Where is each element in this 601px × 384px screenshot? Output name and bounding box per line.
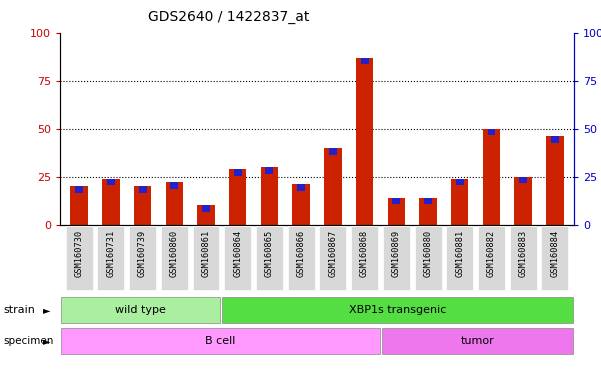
Text: GDS2640 / 1422837_at: GDS2640 / 1422837_at xyxy=(148,10,309,23)
FancyBboxPatch shape xyxy=(256,226,283,291)
Text: ►: ► xyxy=(43,336,50,346)
Text: GSM160884: GSM160884 xyxy=(551,229,560,276)
Bar xyxy=(165,182,183,225)
Text: tumor: tumor xyxy=(461,336,495,346)
FancyBboxPatch shape xyxy=(351,226,378,291)
Text: GSM160867: GSM160867 xyxy=(328,229,337,276)
Bar xyxy=(456,179,464,185)
Bar xyxy=(297,184,305,191)
FancyBboxPatch shape xyxy=(61,297,220,323)
Text: GSM160869: GSM160869 xyxy=(392,229,401,276)
FancyBboxPatch shape xyxy=(447,226,473,291)
Text: GSM160868: GSM160868 xyxy=(360,229,369,276)
Bar xyxy=(329,148,337,155)
FancyBboxPatch shape xyxy=(383,226,410,291)
FancyBboxPatch shape xyxy=(222,297,573,323)
FancyBboxPatch shape xyxy=(382,328,573,354)
Text: GSM160866: GSM160866 xyxy=(297,229,306,276)
FancyBboxPatch shape xyxy=(97,226,124,291)
Bar xyxy=(519,177,527,184)
FancyBboxPatch shape xyxy=(288,226,315,291)
Text: GSM160860: GSM160860 xyxy=(170,229,178,276)
Bar xyxy=(107,179,115,185)
Bar xyxy=(392,198,400,205)
FancyBboxPatch shape xyxy=(129,226,156,291)
Bar xyxy=(170,182,178,189)
Text: GSM160731: GSM160731 xyxy=(106,229,115,276)
Text: ■: ■ xyxy=(60,383,72,384)
Bar xyxy=(356,58,373,225)
FancyBboxPatch shape xyxy=(161,226,188,291)
FancyBboxPatch shape xyxy=(510,226,537,291)
Bar xyxy=(361,58,368,65)
FancyBboxPatch shape xyxy=(478,226,505,291)
Text: GSM160730: GSM160730 xyxy=(75,229,84,276)
Text: strain: strain xyxy=(3,305,35,315)
Bar xyxy=(266,167,273,174)
Bar xyxy=(102,179,120,225)
Bar xyxy=(419,198,437,225)
FancyBboxPatch shape xyxy=(192,226,219,291)
Text: GSM160882: GSM160882 xyxy=(487,229,496,276)
FancyBboxPatch shape xyxy=(66,226,93,291)
Text: GSM160880: GSM160880 xyxy=(424,229,433,276)
Bar xyxy=(424,198,432,205)
FancyBboxPatch shape xyxy=(61,328,380,354)
Bar xyxy=(134,186,151,225)
Text: specimen: specimen xyxy=(3,336,53,346)
FancyBboxPatch shape xyxy=(224,226,251,291)
Text: GSM160883: GSM160883 xyxy=(519,229,528,276)
Bar xyxy=(202,205,210,212)
Bar xyxy=(514,177,532,225)
Bar xyxy=(487,129,495,136)
FancyBboxPatch shape xyxy=(415,226,442,291)
Bar xyxy=(139,186,147,193)
Bar xyxy=(324,148,341,225)
Bar xyxy=(234,169,242,176)
Bar xyxy=(229,169,246,225)
Text: GSM160861: GSM160861 xyxy=(201,229,210,276)
Text: GSM160881: GSM160881 xyxy=(456,229,464,276)
Text: XBP1s transgenic: XBP1s transgenic xyxy=(349,305,446,315)
Text: ►: ► xyxy=(43,305,50,315)
Text: wild type: wild type xyxy=(115,305,166,315)
Text: GSM160739: GSM160739 xyxy=(138,229,147,276)
Text: B cell: B cell xyxy=(206,336,236,346)
FancyBboxPatch shape xyxy=(542,226,569,291)
Bar xyxy=(483,129,500,225)
Text: GSM160864: GSM160864 xyxy=(233,229,242,276)
FancyBboxPatch shape xyxy=(319,226,346,291)
Bar xyxy=(551,136,559,143)
Bar xyxy=(451,179,469,225)
Bar xyxy=(261,167,278,225)
Bar xyxy=(293,184,310,225)
Text: GSM160865: GSM160865 xyxy=(265,229,274,276)
Bar xyxy=(197,205,215,225)
Bar xyxy=(546,136,564,225)
Bar xyxy=(388,198,405,225)
Bar xyxy=(70,186,88,225)
Bar xyxy=(75,186,83,193)
